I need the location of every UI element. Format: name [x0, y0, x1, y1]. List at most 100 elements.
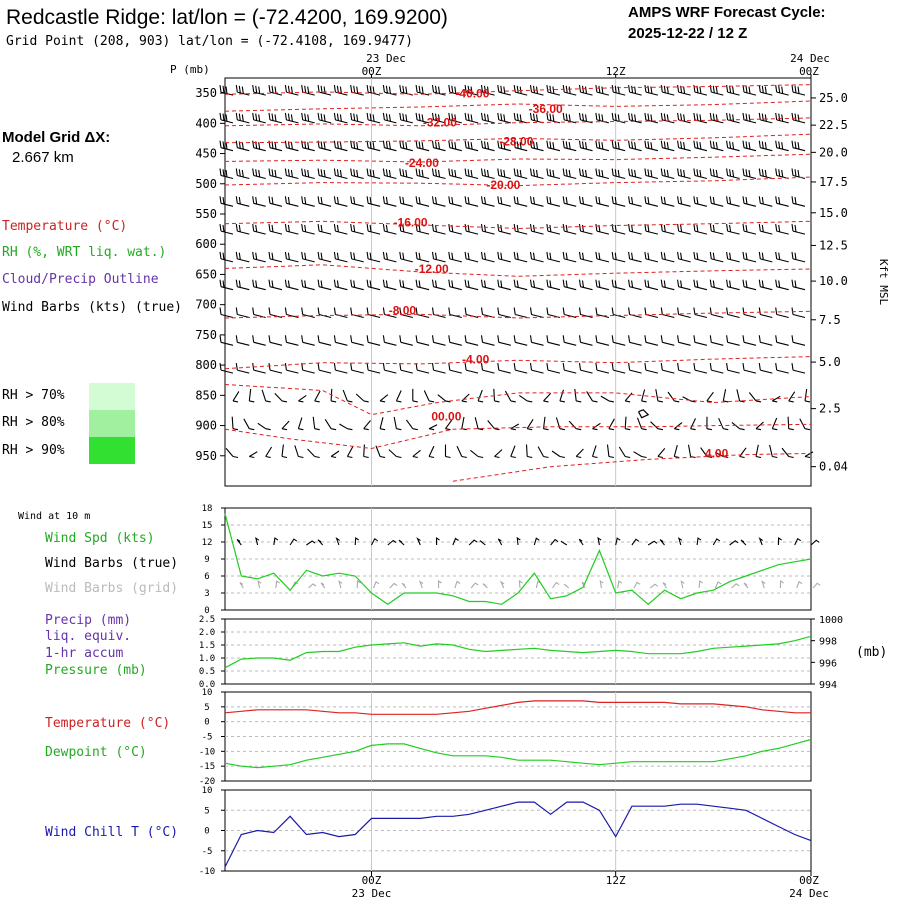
- wind-barb-grid: [308, 583, 317, 589]
- wind-barb: [252, 112, 266, 124]
- wind-barb: [742, 85, 757, 96]
- wind-barb-grid: [714, 581, 722, 589]
- wind-barb: [693, 168, 708, 180]
- panel-ytick-label: 6: [204, 572, 209, 582]
- panel-ytick-label: 15: [202, 521, 213, 531]
- wind-barb: [677, 363, 691, 374]
- wind-barb: [431, 335, 446, 346]
- wind-barb: [546, 140, 561, 152]
- wind-barb: [399, 335, 413, 346]
- wind-barb: [412, 388, 418, 403]
- wind-speed-line: [224, 513, 812, 606]
- wind-barb: [742, 335, 757, 346]
- wind-barb: [252, 168, 266, 180]
- wind-barb: [586, 391, 598, 403]
- wind-barb: [628, 307, 642, 319]
- panel-ytick-label: 0: [204, 606, 209, 616]
- temperature-contour-label: -28.00: [499, 135, 533, 149]
- pressure-unit-label: (mb): [856, 645, 887, 660]
- wind-barb: [758, 279, 773, 291]
- wind-barb: [718, 417, 729, 431]
- wind-barb: [301, 85, 315, 96]
- wind-barb: [546, 224, 561, 235]
- wind-barb: [562, 307, 577, 319]
- wind-barb: [546, 335, 561, 346]
- wind-barb: [301, 279, 315, 291]
- wind-barb: [628, 279, 642, 291]
- wind-barb: [464, 112, 479, 124]
- wind-barb: [578, 307, 593, 319]
- wind-barb: [611, 168, 626, 180]
- wind-barb: [644, 196, 659, 207]
- wind-barb: [726, 335, 740, 346]
- wind-barb: [366, 279, 381, 291]
- wind-barb: [350, 251, 364, 263]
- panel-ytick-label: 0.5: [199, 667, 215, 677]
- cross-section-panel: P (mb) 23 Dec 24 Dec Kft MSL -40.00 -36.0…: [170, 52, 890, 487]
- wind-barb: [464, 251, 479, 263]
- wind-barb: [431, 224, 446, 235]
- wind-barb-true: [631, 538, 640, 546]
- temp-dew-panel: 10 5 0 -5 -10 -15 -20: [199, 688, 812, 787]
- wind-barb: [611, 363, 626, 374]
- wind-barb: [249, 451, 258, 459]
- pressure-tick-label: 750: [195, 328, 217, 342]
- wind-barb: [317, 112, 332, 124]
- wind-barb: [595, 363, 610, 374]
- wind-barb-true: [387, 539, 397, 546]
- wind-barb-true: [712, 538, 721, 546]
- wind10m-title: Wind at 10 m: [18, 511, 90, 522]
- wind-barb: [252, 140, 266, 152]
- wind-barb: [350, 335, 364, 346]
- wind-barb-grid: [499, 580, 505, 589]
- wind-barb: [606, 444, 615, 459]
- wind-barb: [529, 307, 544, 319]
- temperature-isoline: [452, 452, 812, 482]
- wind-barb: [382, 140, 397, 152]
- precip-accum-label: 1-hr accum: [45, 646, 123, 661]
- wind-barb: [578, 251, 593, 263]
- wind-barb: [268, 168, 283, 180]
- wind-barb: [611, 307, 626, 319]
- wind-barb: [366, 307, 381, 319]
- wind-barb: [513, 196, 528, 207]
- wind-barb: [235, 196, 250, 207]
- wind-barb: [461, 416, 467, 431]
- wind-barb: [415, 279, 430, 291]
- wind-barb: [232, 391, 240, 403]
- legend-rh70-label: RH > 70%: [2, 388, 65, 403]
- wind-barb: [611, 335, 626, 346]
- wind-barb: [513, 85, 528, 96]
- wind-barb: [252, 307, 266, 319]
- wind-barb: [317, 224, 332, 235]
- wind-barb-grid: [275, 580, 281, 589]
- wind-barb: [301, 251, 315, 263]
- wind-barb: [333, 307, 348, 319]
- wind-barb: [660, 335, 675, 346]
- wind-barb: [333, 196, 348, 207]
- top-date-label-right: 24 Dec: [790, 52, 830, 65]
- temperature-contour-labels: -40.00 -36.00 -32.00 -28.00 -24.00 -20.00 -16.…: [389, 86, 729, 460]
- pressure-right-tick-label: 1000: [819, 615, 843, 626]
- wind-barb: [611, 279, 626, 291]
- wind-barb: [592, 422, 601, 431]
- wind-barb: [742, 307, 757, 319]
- wind-barb: [219, 363, 234, 374]
- wind-barb: [415, 224, 430, 235]
- wind-barb: [529, 363, 544, 374]
- top-time-ticks: 00Z 12Z 00Z: [362, 65, 819, 78]
- wind-barb: [294, 445, 304, 459]
- wind-barb: [431, 307, 446, 319]
- wind-barb: [769, 444, 778, 459]
- wind-barb: [709, 224, 724, 235]
- wind-barb: [448, 85, 462, 96]
- cloud-outline: [637, 409, 650, 419]
- wind-barb: [781, 447, 794, 459]
- temperature-isoline: [224, 384, 812, 416]
- wind-barb: [382, 251, 397, 263]
- wind-barb: [628, 335, 642, 346]
- wind-barb-grid: [761, 580, 766, 589]
- wind-barb: [252, 85, 266, 96]
